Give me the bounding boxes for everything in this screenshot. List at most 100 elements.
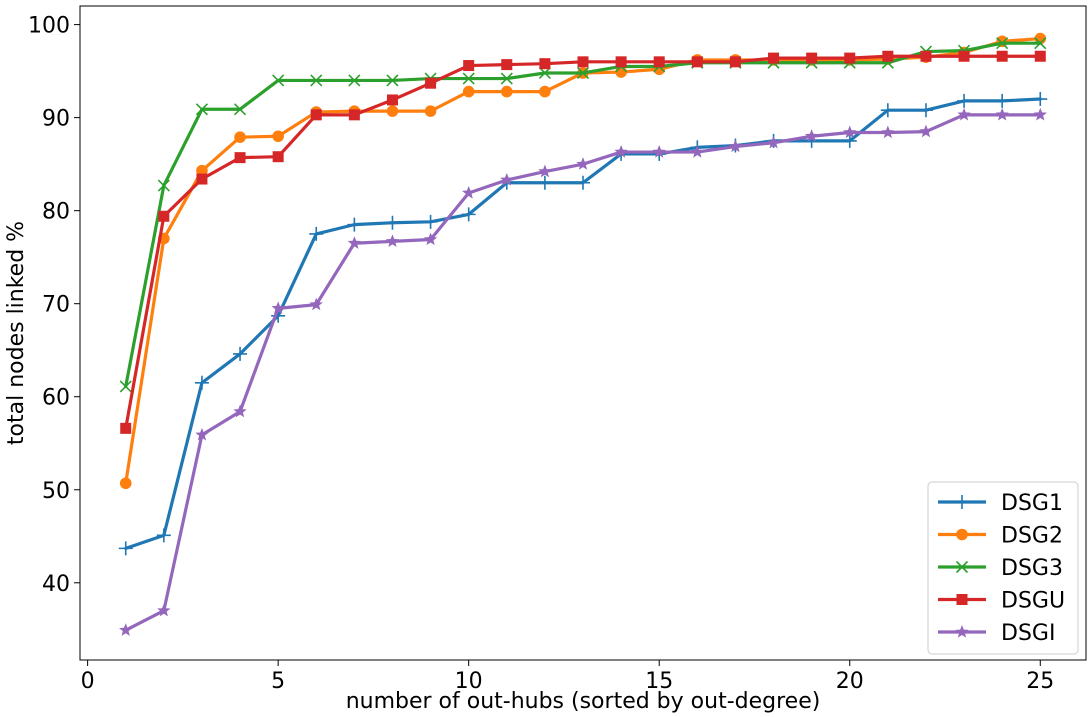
data-point-dsgu	[653, 56, 665, 68]
data-point-dsg2	[539, 85, 551, 98]
data-point-dsg1	[842, 133, 857, 148]
data-point-dsgi	[538, 164, 552, 178]
data-point-dsgu	[386, 94, 398, 106]
data-point-dsg1	[918, 103, 933, 118]
data-point-dsg1	[194, 375, 209, 390]
x-tick-label: 5	[271, 669, 285, 694]
y-tick-label: 50	[42, 479, 70, 504]
data-point-dsg3	[195, 103, 209, 116]
data-point-dsgu	[196, 173, 208, 185]
y-axis-title: total nodes linked %	[4, 221, 29, 445]
data-point-dsgi	[1033, 107, 1047, 121]
data-point-dsgi	[462, 185, 476, 199]
data-point-dsgu	[539, 58, 551, 70]
data-point-dsgi	[347, 236, 362, 249]
data-point-dsgu	[272, 151, 284, 163]
data-point-dsgu	[1034, 50, 1046, 62]
data-point-dsg3	[500, 72, 513, 85]
data-point-dsg2	[386, 105, 399, 117]
legend-label-dsgu: DSGU	[1001, 589, 1065, 614]
data-point-dsgu	[691, 56, 703, 68]
data-point-dsgu	[120, 422, 132, 434]
data-point-dsgu	[577, 56, 589, 68]
data-point-dsg3	[310, 74, 323, 87]
legend-item-dsg2: DSG2	[938, 524, 1063, 549]
legend-box	[927, 481, 1079, 655]
data-point-dsg1	[576, 175, 590, 190]
data-point-dsg3	[538, 66, 551, 80]
data-point-dsg1	[1033, 92, 1048, 107]
data-point-dsg2	[500, 85, 513, 98]
data-point-dsg3	[157, 179, 170, 192]
data-point-dsgu	[615, 56, 627, 68]
legend-label-dsg1: DSG1	[1001, 491, 1063, 516]
data-point-dsgu	[806, 52, 818, 64]
data-point-dsg3	[348, 74, 361, 87]
data-point-dsg3	[996, 37, 1009, 50]
x-tick-label: 10	[455, 669, 483, 694]
legend-marker-dsgi	[955, 625, 969, 638]
legend-item-dsg3: DSG3	[938, 556, 1063, 581]
data-point-dsgu	[882, 50, 894, 62]
data-point-dsg2	[462, 85, 475, 98]
y-tick-label: 90	[42, 107, 70, 132]
data-point-dsg3	[272, 74, 285, 87]
legend-item-dsgi: DSGI	[938, 621, 1055, 646]
data-point-dsgi	[919, 124, 933, 138]
data-point-dsgi	[728, 139, 743, 153]
data-point-dsg1	[385, 215, 400, 230]
x-tick-label: 0	[81, 669, 95, 694]
data-point-dsgi	[843, 125, 857, 139]
data-point-dsgu	[958, 50, 970, 62]
data-point-dsgi	[271, 301, 285, 315]
series-line-dsg2	[124, 36, 1042, 485]
legend-label-dsg3: DSG3	[1001, 556, 1063, 581]
data-point-dsg1	[537, 175, 552, 190]
data-point-dsgu	[425, 77, 437, 89]
data-point-dsgi	[690, 145, 704, 158]
x-axis: 0 5 10 15 20 25	[81, 660, 1054, 694]
data-point-dsg2	[272, 130, 284, 143]
legend-item-dsg1: DSG1	[938, 491, 1063, 516]
data-point-dsgu	[729, 56, 741, 68]
data-point-dsgu	[310, 109, 322, 121]
data-point-dsgi	[195, 427, 209, 441]
data-point-dsg1	[118, 541, 133, 556]
legend-label-dsg2: DSG2	[1001, 524, 1063, 549]
data-point-dsgi	[881, 125, 895, 139]
legend-item-dsgu: DSGU	[938, 589, 1065, 614]
legend-marker-dsg3	[955, 560, 969, 574]
y-tick-label: 70	[42, 293, 70, 318]
data-point-dsgi	[119, 623, 133, 636]
data-point-dsg3	[576, 66, 590, 80]
series-line-dsgu	[124, 54, 1042, 430]
data-point-dsgu	[463, 60, 475, 72]
plot-frame	[79, 5, 1087, 661]
plot-area	[79, 5, 1087, 661]
data-point-dsg3	[233, 103, 247, 116]
x-tick-label: 15	[645, 669, 673, 694]
data-point-dsgi	[309, 297, 323, 311]
data-point-dsg1	[233, 346, 248, 361]
legend-label-dsgi: DSGI	[1001, 621, 1055, 646]
x-tick-label: 25	[1026, 669, 1054, 694]
data-point-dsg1	[156, 528, 171, 543]
y-tick-label: 40	[42, 572, 70, 597]
y-tick-label: 80	[42, 200, 70, 225]
data-point-dsgi	[804, 129, 819, 142]
data-point-dsg1	[957, 93, 972, 108]
data-point-dsgu	[158, 210, 170, 222]
legend-marker-dsg2	[956, 528, 968, 541]
legend-marker-dsgu	[956, 594, 968, 605]
data-point-dsg1	[880, 103, 895, 118]
data-point-dsg2	[1034, 32, 1047, 45]
series-dsgi	[119, 107, 1047, 636]
data-point-dsg1	[423, 214, 438, 229]
x-axis-title: number of out-hubs (sorted by out-degree…	[346, 689, 821, 714]
data-point-dsgi	[957, 107, 971, 121]
data-point-dsg2	[119, 477, 132, 490]
series-line-dsgi	[124, 113, 1042, 632]
data-point-dsgu	[920, 50, 932, 62]
data-point-dsgu	[996, 50, 1008, 62]
